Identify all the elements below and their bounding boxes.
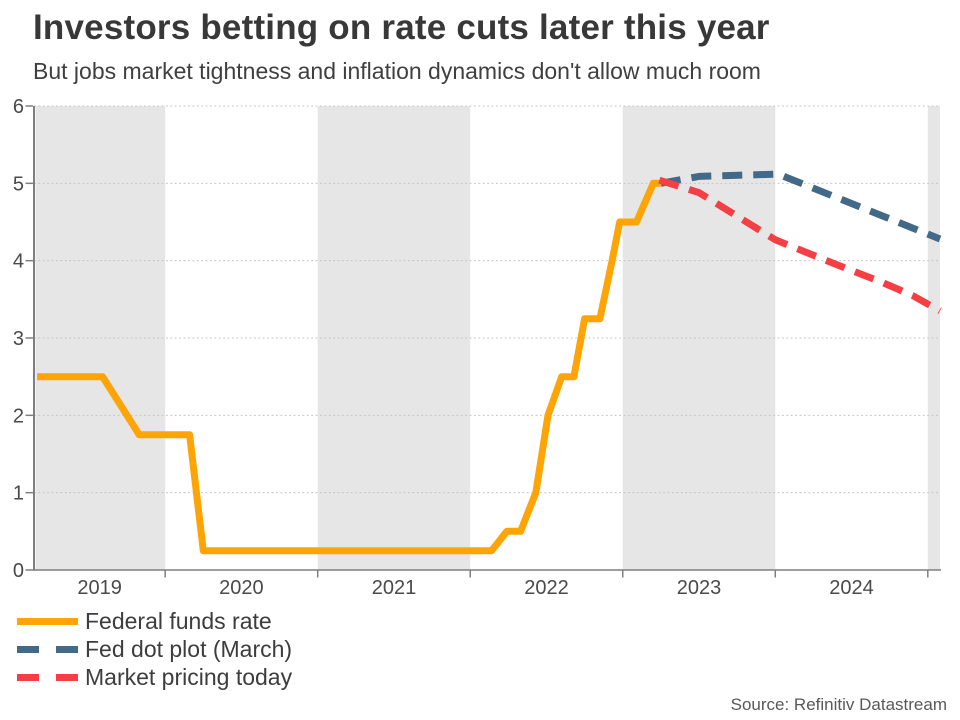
y-axis-label: 3 xyxy=(13,328,24,350)
x-axis-label: 2023 xyxy=(677,577,722,599)
source-attribution: Source: Refinitiv Datastream xyxy=(730,695,947,714)
y-axis-label: 2 xyxy=(13,405,24,427)
x-axis-label: 2020 xyxy=(219,577,264,599)
year-shading-band xyxy=(927,106,940,570)
x-axis-label: 2019 xyxy=(77,577,122,599)
chart-subtitle: But jobs market tightness and inflation … xyxy=(33,58,761,84)
y-axis-label: 4 xyxy=(13,251,24,273)
series-federal-funds-rate xyxy=(37,179,661,555)
chart-legend: Federal funds rate Fed dot plot (March) … xyxy=(17,607,292,691)
legend-label: Federal funds rate xyxy=(85,607,272,634)
legend-label: Market pricing today xyxy=(85,663,293,690)
legend-item-federal-funds-rate: Federal funds rate xyxy=(17,607,292,635)
dashed-line-swatch-icon xyxy=(17,645,78,653)
x-axis-label: 2021 xyxy=(372,577,417,599)
y-axis-label: 5 xyxy=(13,173,24,195)
dashed-line-swatch-icon xyxy=(17,673,78,681)
series-market-pricing-today xyxy=(658,176,942,314)
y-axis-label: 0 xyxy=(13,560,24,582)
y-axis-label: 1 xyxy=(13,483,24,505)
year-shading-band xyxy=(317,106,471,570)
x-axis-label: 2024 xyxy=(829,577,874,599)
legend-label: Fed dot plot (March) xyxy=(85,635,293,662)
chart-title: Investors betting on rate cuts later thi… xyxy=(33,8,770,47)
x-axis-label: 2022 xyxy=(524,577,569,599)
legend-item-market-pricing: Market pricing today xyxy=(17,663,292,691)
y-axis-label: 6 xyxy=(13,96,24,118)
solid-line-swatch-icon xyxy=(17,617,78,625)
series-fed-dot-plot-march xyxy=(660,170,942,243)
legend-item-fed-dot-plot: Fed dot plot (March) xyxy=(17,635,292,663)
